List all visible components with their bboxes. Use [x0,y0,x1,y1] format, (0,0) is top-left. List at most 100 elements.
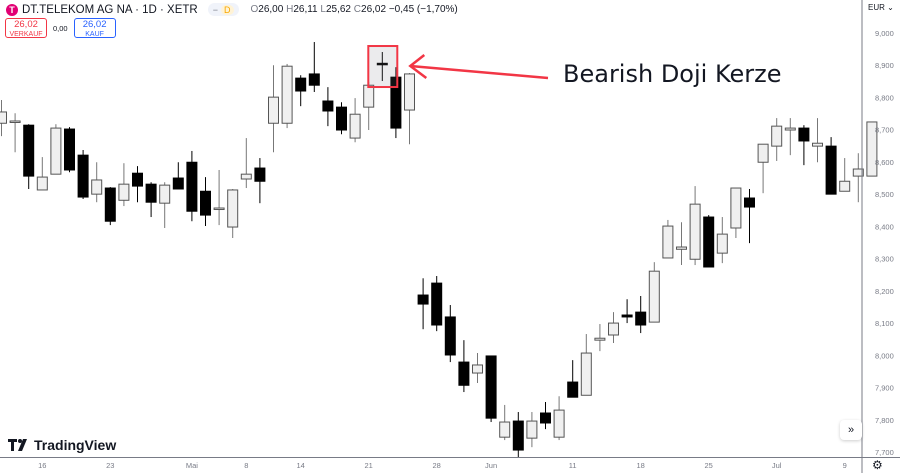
candle-body [172,177,184,190]
candle[interactable] [23,124,35,189]
candle[interactable] [240,138,252,189]
candle[interactable] [689,186,701,266]
candle[interactable] [512,412,524,458]
candle-body [567,381,579,398]
candle[interactable] [567,360,579,398]
candle[interactable] [159,182,171,228]
candle[interactable] [458,340,470,393]
candle[interactable] [676,222,687,266]
candle-body [404,73,415,111]
scroll-to-realtime-button[interactable]: » [840,420,862,440]
time-tick-label: 14 [297,461,305,470]
price-tick-label: 9,000 [875,29,894,38]
candle-body [771,125,783,147]
candle[interactable] [784,118,796,156]
candle[interactable] [621,299,633,324]
price-tick-label: 7,900 [875,384,894,393]
candle[interactable] [404,72,415,145]
candle-body [186,161,198,212]
candle-body [118,183,130,201]
candle-body [798,127,810,142]
symbol-title[interactable]: DT.TELEKOM AG NA · 1D · XETR [22,3,198,16]
candle[interactable] [254,158,266,204]
candle-body [553,409,565,438]
candle[interactable] [50,124,62,175]
candle[interactable] [703,215,715,268]
minus-icon: − [212,4,218,15]
time-tick-label: 11 [569,461,577,470]
candle[interactable] [431,276,443,332]
candle[interactable] [812,118,823,163]
candle[interactable] [77,149,89,199]
candle[interactable] [118,163,130,207]
annotation-layer [367,45,549,89]
candle[interactable] [540,402,551,430]
candle[interactable] [376,52,388,82]
candle-body [417,294,429,305]
candle[interactable] [281,63,293,129]
candle[interactable] [363,81,375,131]
candle-body [254,167,266,182]
candle[interactable] [825,137,837,195]
candle[interactable] [798,125,810,166]
candle[interactable] [635,296,647,334]
candle[interactable] [0,100,7,137]
candle[interactable] [227,188,239,238]
symbol-header: T DT.TELEKOM AG NA · 1D · XETR − D O26,00… [6,3,458,16]
candle[interactable] [757,143,769,194]
candle[interactable] [172,162,184,190]
candle[interactable] [608,312,619,344]
candle[interactable] [553,396,565,441]
candle[interactable] [472,353,483,384]
candle[interactable] [485,355,497,423]
trade-panel: 26,02 VERKAUF 0,00 26,02 KAUF [5,18,116,38]
candle[interactable] [91,162,103,203]
candle[interactable] [145,182,157,218]
buy-button[interactable]: 26,02 KAUF [73,18,116,38]
candle-body [812,142,823,147]
currency-dropdown[interactable]: EUR ⌄ [868,3,894,12]
candle[interactable] [444,305,456,363]
price-axis[interactable]: 9,000 8,900 8,800 8,700 8,600 8,500 8,400 8,300… [875,29,894,457]
candle[interactable] [36,157,48,191]
candle[interactable] [662,219,674,259]
gear-icon[interactable]: ⚙ [872,458,883,472]
sell-button[interactable]: 26,02 VERKAUF [5,18,47,38]
candle-body [839,180,851,192]
price-tick-label: 8,200 [875,287,894,296]
market-status-pill[interactable]: − D [207,3,239,16]
candle[interactable] [852,153,864,203]
candle-body [200,190,211,216]
candle[interactable] [417,278,429,330]
candle[interactable] [200,177,211,227]
candle[interactable] [716,217,728,264]
candle[interactable] [730,187,742,238]
candle[interactable] [64,127,75,173]
candle[interactable] [186,150,198,222]
candle[interactable] [499,404,511,441]
candle[interactable] [648,262,660,323]
candle[interactable] [268,65,279,153]
candle[interactable] [213,169,225,226]
candle[interactable] [308,42,320,92]
candle[interactable] [744,188,755,244]
candle[interactable] [132,166,143,203]
candle[interactable] [839,158,851,192]
candle[interactable] [594,324,606,352]
time-tick-label: 23 [106,461,114,470]
candle[interactable] [526,412,538,448]
candle[interactable] [349,98,361,143]
candle[interactable] [295,75,307,107]
candle[interactable] [390,67,402,139]
tradingview-logo[interactable]: TradingView [8,437,116,453]
candle[interactable] [9,113,21,153]
candle[interactable] [580,334,592,396]
candle[interactable] [866,121,878,177]
candle[interactable] [104,187,116,226]
candle[interactable] [771,118,783,161]
candle[interactable] [336,102,347,135]
time-axis[interactable]: 16 23 Mai 8 14 21 28 Jun 11 18 25 Jul 9 [38,461,847,470]
candle-body [145,183,157,203]
candle[interactable] [322,87,334,127]
